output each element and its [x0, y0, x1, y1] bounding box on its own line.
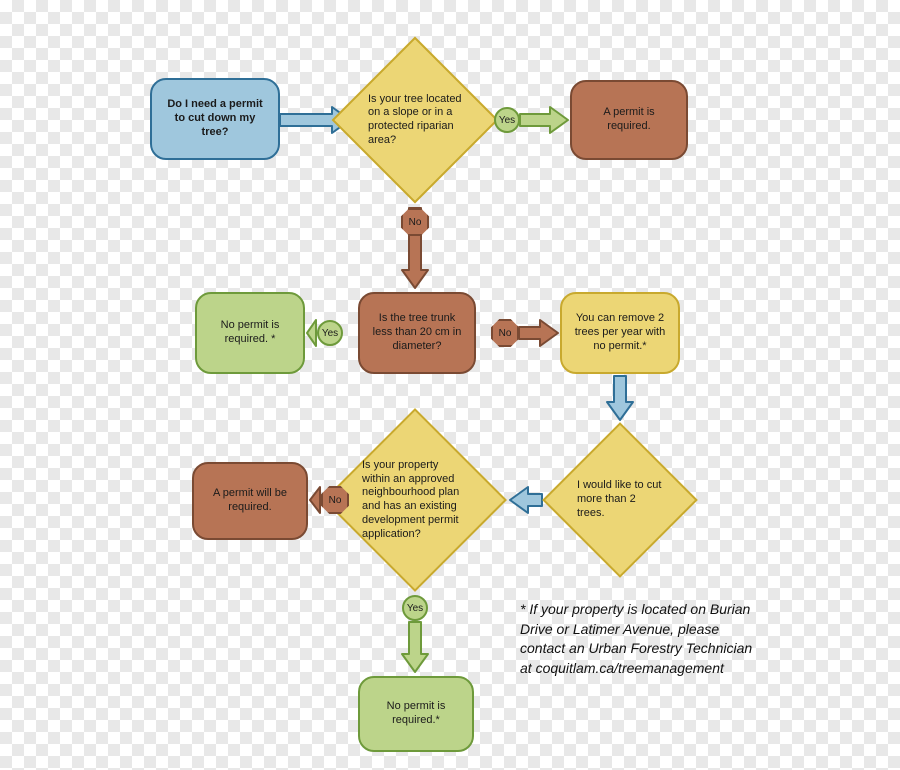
badge-no1: No: [401, 208, 429, 236]
node-q_slope: Is your tree located on a slope or in a …: [332, 37, 499, 204]
node-more_than_two-label: I would like to cut more than 2 trees.: [567, 473, 673, 526]
footnote: * If your property is located on Burian …: [520, 600, 760, 678]
flowchart-stage: * If your property is located on Burian …: [0, 0, 900, 770]
node-q_trunk: Is the tree trunk less than 20 cm in dia…: [358, 292, 476, 374]
node-permit_required: A permit is required.: [570, 80, 688, 160]
node-permit_will_be-label: A permit will be required.: [194, 481, 306, 521]
badge-no3: No: [321, 486, 349, 514]
node-start-label: Do I need a permit to cut down my tree?: [152, 92, 278, 145]
node-no_permit_bottom-label: No permit is required.*: [360, 694, 472, 734]
node-q_neighbourhood: Is your property within an approved neig…: [323, 408, 507, 592]
arrow-more_than_two-to-q_neighbourhood: [510, 487, 542, 513]
badge-yes1: Yes: [494, 107, 520, 133]
node-q_trunk-label: Is the tree trunk less than 20 cm in dia…: [360, 306, 474, 359]
node-more_than_two: I would like to cut more than 2 trees.: [542, 422, 698, 578]
node-no_permit_bottom: No permit is required.*: [358, 676, 474, 752]
arrow-q_slope-yes-to-permit_required: [520, 107, 568, 133]
badge-yes3: Yes: [402, 595, 428, 621]
node-two_trees-label: You can remove 2 trees per year with no …: [562, 306, 678, 359]
node-start: Do I need a permit to cut down my tree?: [150, 78, 280, 160]
arrow-q_neighbourhood-no-to-permit_will_be: [310, 487, 320, 513]
node-no_permit_left: No permit is required. *: [195, 292, 305, 374]
node-permit_required-label: A permit is required.: [572, 100, 686, 140]
arrow-two_trees-to-more_than_two: [607, 376, 633, 420]
node-q_slope-label: Is your tree located on a slope or in a …: [358, 87, 472, 154]
node-permit_will_be: A permit will be required.: [192, 462, 308, 540]
node-no_permit_left-label: No permit is required. *: [197, 313, 303, 353]
node-q_neighbourhood-label: Is your property within an approved neig…: [352, 453, 478, 548]
badge-no2: No: [491, 319, 519, 347]
badge-yes2: Yes: [317, 320, 343, 346]
arrow-q_trunk-yes-to-no_permit_left: [307, 320, 316, 346]
node-two_trees: You can remove 2 trees per year with no …: [560, 292, 680, 374]
arrow-q_trunk-no-to-two_trees: [519, 320, 558, 346]
arrow-q_neighbourhood-yes-to-no_permit_bottom: [402, 622, 428, 672]
